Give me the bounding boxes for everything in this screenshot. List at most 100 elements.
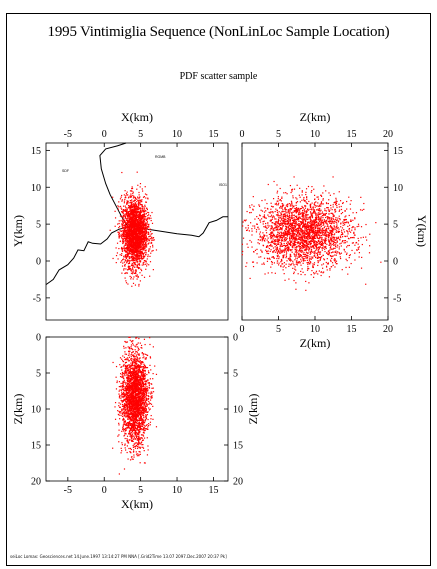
scatter-point — [298, 245, 300, 247]
scatter-point — [309, 256, 311, 258]
scatter-point — [130, 272, 133, 274]
scatter-point — [138, 250, 141, 252]
scatter-point — [322, 199, 324, 201]
scatter-point — [134, 255, 136, 257]
scatter-point — [294, 229, 297, 231]
scatter-point — [297, 219, 299, 221]
scatter-point — [324, 232, 327, 234]
scatter-point — [329, 224, 332, 227]
scatter-point — [127, 234, 130, 236]
scatter-point — [287, 227, 290, 229]
scatter-point — [282, 205, 284, 207]
scatter-point — [348, 230, 351, 232]
scatter-point — [317, 216, 320, 218]
scatter-point — [137, 220, 139, 222]
scatter-point — [309, 261, 312, 263]
scatter-point — [129, 234, 131, 236]
scatter-point — [266, 239, 268, 241]
scatter-point — [319, 205, 321, 207]
scatter-point — [305, 220, 307, 222]
scatter-point — [270, 234, 272, 236]
scatter-point — [121, 199, 123, 201]
scatter-point — [288, 213, 291, 215]
scatter-point — [130, 214, 133, 216]
scatter-point — [293, 271, 295, 273]
scatter-point — [271, 226, 273, 228]
scatter-point — [274, 221, 277, 223]
scatter-point — [309, 222, 312, 224]
y-tick-label: -5 — [393, 293, 401, 304]
scatter-point — [121, 211, 123, 214]
scatter-point — [126, 212, 128, 214]
scatter-point — [332, 213, 334, 215]
scatter-point — [136, 212, 138, 214]
scatter-point — [300, 270, 302, 272]
scatter-point — [338, 230, 341, 233]
scatter-point — [340, 236, 342, 239]
scatter-point — [142, 239, 145, 241]
scatter-point — [121, 234, 123, 236]
scatter-point — [350, 219, 352, 221]
scatter-point — [288, 225, 290, 227]
scatter-point — [307, 218, 309, 220]
scatter-point — [317, 198, 320, 200]
scatter-point — [310, 225, 313, 227]
scatter-point — [131, 273, 134, 275]
scatter-point — [293, 272, 295, 275]
scatter-point — [310, 224, 313, 226]
scatter-point — [135, 271, 137, 273]
scatter-point — [303, 216, 305, 218]
scatter-point — [276, 247, 279, 249]
scatter-point — [141, 228, 143, 230]
scatter-point — [144, 234, 147, 236]
scatter-point — [124, 227, 126, 229]
scatter-point — [324, 246, 326, 248]
scatter-point — [132, 252, 135, 254]
scatter-point — [291, 233, 294, 235]
scatter-point — [276, 250, 278, 252]
scatter-point — [305, 253, 307, 256]
scatter-point — [262, 238, 264, 241]
scatter-point — [124, 263, 126, 266]
scatter-point — [146, 208, 148, 211]
scatter-point — [136, 256, 139, 258]
scatter-point — [257, 242, 259, 244]
scatter-point — [120, 261, 122, 263]
scatter-point — [312, 226, 314, 228]
scatter-point — [130, 233, 132, 235]
scatter-point — [144, 216, 147, 218]
scatter-point — [296, 224, 298, 226]
scatter-point — [145, 268, 147, 270]
scatter-point — [130, 206, 132, 208]
scatter-point — [318, 256, 321, 259]
scatter-point — [291, 234, 293, 237]
scatter-point — [294, 225, 296, 227]
scatter-point — [284, 220, 286, 222]
scatter-point — [149, 261, 152, 263]
scatter-point — [139, 272, 141, 274]
scatter-point — [306, 203, 309, 205]
scatter-point — [328, 236, 330, 238]
scatter-point — [336, 263, 338, 265]
scatter-point — [134, 246, 136, 248]
scatter-point — [131, 227, 133, 229]
scatter-point — [306, 231, 308, 233]
scatter-point — [258, 256, 260, 258]
scatter-point — [280, 200, 282, 202]
scatter-point — [314, 224, 316, 226]
scatter-point — [136, 244, 138, 247]
scatter-point — [135, 231, 137, 234]
scatter-point — [134, 240, 136, 243]
scatter-point — [129, 253, 132, 255]
scatter-point — [283, 210, 285, 213]
scatter-point — [329, 216, 331, 219]
scatter-point — [286, 225, 288, 228]
scatter-point — [136, 265, 138, 267]
scatter-point — [280, 227, 282, 230]
scatter-point — [307, 185, 310, 188]
scatter-point — [272, 235, 274, 237]
scatter-point — [139, 280, 141, 282]
scatter-point — [338, 191, 340, 193]
scatter-point — [148, 240, 150, 242]
scatter-point — [143, 220, 145, 222]
